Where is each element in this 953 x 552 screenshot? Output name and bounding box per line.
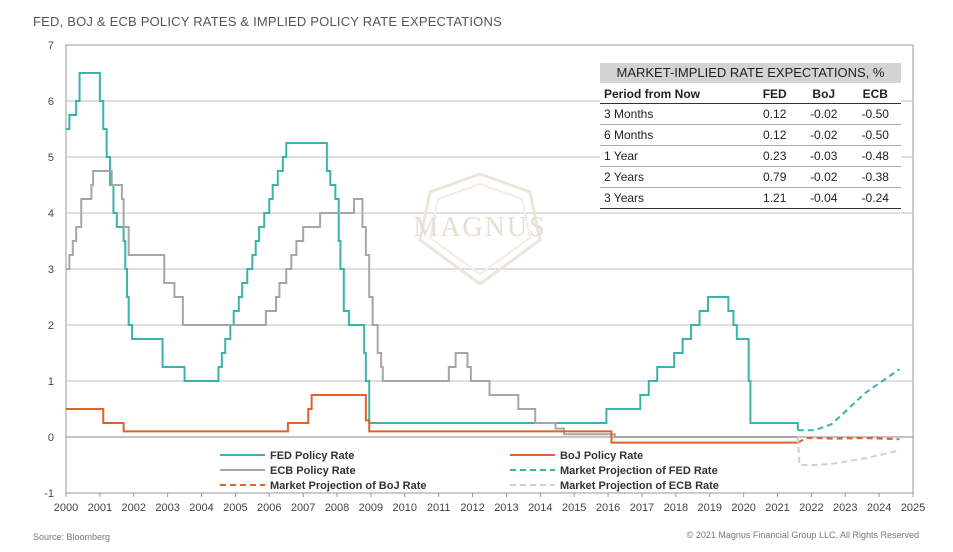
x-tick-label: 2020 [731, 502, 755, 514]
table-header-row: Period from Now FED BoJ ECB [600, 83, 901, 104]
x-tick-label: 2015 [562, 502, 586, 514]
table-caption: MARKET-IMPLIED RATE EXPECTATIONS, % [600, 63, 901, 83]
cell-boj: -0.04 [798, 187, 850, 209]
header-ecb: ECB [849, 83, 901, 104]
y-tick-label: 3 [48, 264, 54, 276]
x-tick-label: 2021 [765, 502, 789, 514]
axis-layer: -1 0 1 2 3 4 5 6 7 2000 2001 2002 2003 2004 2005 2006 20… [44, 40, 925, 514]
legend-item: FED Policy Rate [220, 450, 354, 462]
legend-label: ECB Policy Rate [270, 465, 356, 477]
y-tick-label: 0 [48, 432, 54, 444]
cell-boj: -0.02 [798, 103, 850, 125]
legend-item: BoJ Policy Rate [510, 450, 643, 462]
x-tick-label: 2014 [528, 502, 552, 514]
y-tick-label: 7 [48, 40, 54, 52]
legend-item: Market Projection of BoJ Rate [220, 480, 426, 492]
legend-label: BoJ Policy Rate [560, 450, 643, 462]
table-row: 2 Years 0.79 -0.02 -0.38 [600, 166, 901, 188]
cell-boj: -0.02 [798, 124, 850, 146]
series-line-fed-policy-rate [66, 72, 799, 431]
legend-item: Market Projection of FED Rate [510, 465, 718, 477]
cell-ecb: -0.38 [849, 166, 901, 188]
x-tick-label: 2004 [189, 502, 213, 514]
copyright-note: © 2021 Magnus Financial Group LLC. All R… [686, 530, 919, 540]
source-note: Source: Bloomberg [33, 532, 111, 542]
legend-item: ECB Policy Rate [220, 465, 356, 477]
cell-ecb: -0.50 [849, 103, 901, 125]
table-row: 3 Months 0.12 -0.02 -0.50 [600, 103, 901, 125]
cell-boj: -0.02 [798, 166, 850, 188]
legend-label: FED Policy Rate [270, 450, 354, 462]
chart-title: FED, BOJ & ECB POLICY RATES & IMPLIED PO… [33, 14, 502, 29]
x-tick-label: 2018 [664, 502, 688, 514]
y-tick-label: 1 [48, 376, 54, 388]
series-line-ecb-policy-rate [66, 170, 798, 438]
x-tick-label: 2024 [867, 502, 891, 514]
y-tick-label: 4 [48, 208, 54, 220]
x-tick-label: 2006 [257, 502, 281, 514]
series-line-boj-policy-rate [66, 394, 798, 444]
y-tick-label: 2 [48, 320, 54, 332]
y-tick-label: 5 [48, 152, 54, 164]
cell-period: 1 Year [600, 145, 752, 167]
table-row: 1 Year 0.23 -0.03 -0.48 [600, 145, 901, 167]
cell-period: 3 Years [600, 187, 752, 209]
x-tick-label: 2002 [122, 502, 146, 514]
x-tick-label: 2007 [291, 502, 315, 514]
x-tick-label: 2005 [223, 502, 247, 514]
x-tick-label: 2011 [427, 502, 451, 514]
legend-label: Market Projection of ECB Rate [560, 480, 719, 492]
x-tick-label: 2023 [833, 502, 857, 514]
y-tick-label: -1 [44, 488, 54, 500]
cell-boj: -0.03 [798, 145, 850, 167]
x-tick-label: 2013 [494, 502, 518, 514]
x-tick-label: 2012 [460, 502, 484, 514]
x-tick-label: 2008 [325, 502, 349, 514]
legend-label: Market Projection of BoJ Rate [270, 480, 426, 492]
series-line-market-projection-of-fed-rate [797, 368, 901, 432]
header-fed: FED [751, 83, 799, 104]
table-row: 3 Years 1.21 -0.04 -0.24 [600, 187, 901, 209]
cell-period: 6 Months [600, 124, 752, 146]
legend-label: Market Projection of FED Rate [560, 465, 718, 477]
x-tick-label: 2016 [596, 502, 620, 514]
cell-fed: 0.12 [751, 124, 799, 146]
cell-period: 3 Months [600, 103, 752, 125]
x-tick-label: 2001 [88, 502, 112, 514]
table-row: 6 Months 0.12 -0.02 -0.50 [600, 124, 901, 146]
header-boj: BoJ [798, 83, 850, 104]
market-implied-expectations-table: MARKET-IMPLIED RATE EXPECTATIONS, % Peri… [600, 63, 901, 209]
cell-fed: 0.79 [751, 166, 799, 188]
cell-fed: 1.21 [751, 187, 799, 209]
series-layer [66, 72, 901, 466]
cell-fed: 0.23 [751, 145, 799, 167]
cell-ecb: -0.50 [849, 124, 901, 146]
x-tick-label: 2009 [359, 502, 383, 514]
x-tick-label: 2017 [630, 502, 654, 514]
x-tick-label: 2003 [155, 502, 179, 514]
legend: FED Policy Rate BoJ Policy Rate ECB Policy… [220, 450, 719, 492]
x-tick-label: 2010 [393, 502, 417, 514]
x-tick-label: 2019 [697, 502, 721, 514]
cell-ecb: -0.48 [849, 145, 901, 167]
cell-ecb: -0.24 [849, 187, 901, 209]
x-tick-label: 2022 [799, 502, 823, 514]
x-tick-label: 2025 [901, 502, 925, 514]
header-period: Period from Now [600, 83, 752, 104]
cell-period: 2 Years [600, 166, 752, 188]
series-line-market-projection-of-boj-rate [797, 437, 900, 444]
series-line-market-projection-of-ecb-rate [796, 436, 900, 466]
cell-fed: 0.12 [751, 103, 799, 125]
x-tick-label: 2000 [54, 502, 78, 514]
y-tick-label: 6 [48, 96, 54, 108]
legend-item: Market Projection of ECB Rate [510, 480, 719, 492]
